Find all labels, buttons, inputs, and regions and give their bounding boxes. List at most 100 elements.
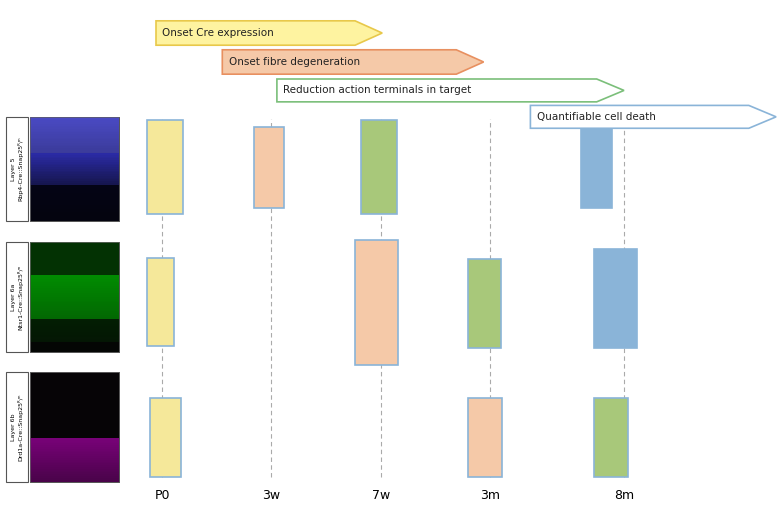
Bar	[30, 179, 119, 181]
Bar	[30, 255, 119, 257]
Bar	[30, 376, 119, 378]
Bar	[30, 174, 119, 176]
Bar	[355, 240, 398, 365]
Bar	[30, 447, 119, 449]
Bar	[30, 407, 119, 409]
Bar	[30, 470, 119, 472]
Bar	[30, 458, 119, 460]
Bar	[30, 188, 119, 190]
Bar	[30, 145, 119, 146]
Text: Reduction action terminals in target: Reduction action terminals in target	[283, 85, 471, 96]
Bar	[30, 431, 119, 432]
Text: P0: P0	[154, 489, 170, 502]
Bar	[30, 340, 119, 342]
Bar	[30, 330, 119, 332]
Bar	[30, 155, 119, 157]
Bar	[30, 162, 119, 164]
Bar	[30, 472, 119, 474]
Bar	[30, 422, 119, 423]
Bar	[30, 211, 119, 212]
Bar	[30, 148, 119, 150]
Bar	[30, 297, 119, 299]
Bar	[30, 427, 119, 429]
Bar	[30, 150, 119, 151]
Bar	[30, 207, 119, 209]
Bar	[30, 262, 119, 264]
Bar	[30, 445, 119, 447]
Bar	[594, 249, 637, 348]
Bar	[30, 153, 119, 155]
Bar	[30, 266, 119, 268]
Bar	[30, 253, 119, 255]
Bar	[30, 378, 119, 379]
Bar	[30, 246, 119, 248]
Bar	[30, 454, 119, 456]
Text: 3m: 3m	[480, 489, 500, 502]
Polygon shape	[156, 21, 382, 45]
Bar	[30, 292, 119, 293]
Bar	[30, 184, 119, 186]
Text: Onset fibre degeneration: Onset fibre degeneration	[229, 57, 360, 67]
Bar	[30, 131, 119, 133]
Bar	[30, 389, 119, 391]
Bar	[30, 209, 119, 211]
Bar	[30, 293, 119, 295]
Bar	[30, 372, 119, 482]
Bar	[30, 214, 119, 216]
Bar	[30, 398, 119, 400]
Text: 3w: 3w	[262, 489, 281, 502]
Bar	[30, 384, 119, 385]
Bar	[30, 434, 119, 436]
Bar	[30, 133, 119, 134]
Bar	[30, 308, 119, 310]
Bar	[468, 398, 502, 477]
Bar	[30, 166, 119, 167]
Bar	[30, 400, 119, 401]
Bar	[30, 346, 119, 348]
Bar	[30, 128, 119, 129]
Bar	[30, 423, 119, 425]
Bar	[30, 270, 119, 271]
Bar	[30, 339, 119, 341]
Bar	[30, 186, 119, 188]
Polygon shape	[277, 79, 624, 102]
Bar	[30, 405, 119, 407]
Bar	[30, 167, 119, 169]
Bar	[30, 451, 119, 453]
Bar	[30, 350, 119, 352]
Bar	[30, 432, 119, 434]
Bar	[30, 469, 119, 470]
Text: 7w: 7w	[371, 489, 390, 502]
Bar	[30, 248, 119, 249]
Bar	[30, 172, 119, 174]
Bar	[30, 219, 119, 221]
Bar	[30, 178, 119, 179]
Bar	[30, 440, 119, 441]
Bar	[30, 204, 119, 205]
Bar	[30, 118, 119, 120]
Bar	[30, 335, 119, 337]
Bar	[30, 438, 119, 440]
Bar	[30, 319, 119, 321]
Bar	[30, 217, 119, 219]
Bar	[361, 120, 397, 214]
Bar	[30, 284, 119, 286]
Bar	[30, 279, 119, 280]
Bar	[30, 160, 119, 162]
Bar	[6, 372, 28, 482]
Bar	[30, 257, 119, 259]
Bar	[30, 392, 119, 394]
Bar	[30, 416, 119, 418]
Bar	[30, 125, 119, 128]
Text: Layer 5
Rbp4-Cre::Snap25ᴿ/ⁿ: Layer 5 Rbp4-Cre::Snap25ᴿ/ⁿ	[11, 137, 23, 201]
Bar	[30, 212, 119, 214]
Bar	[30, 183, 119, 184]
Bar	[30, 412, 119, 414]
Bar	[30, 242, 119, 352]
Bar	[30, 117, 119, 221]
Bar	[30, 310, 119, 311]
Bar	[30, 456, 119, 458]
Bar	[147, 120, 183, 214]
Bar	[30, 344, 119, 346]
Bar	[30, 280, 119, 282]
